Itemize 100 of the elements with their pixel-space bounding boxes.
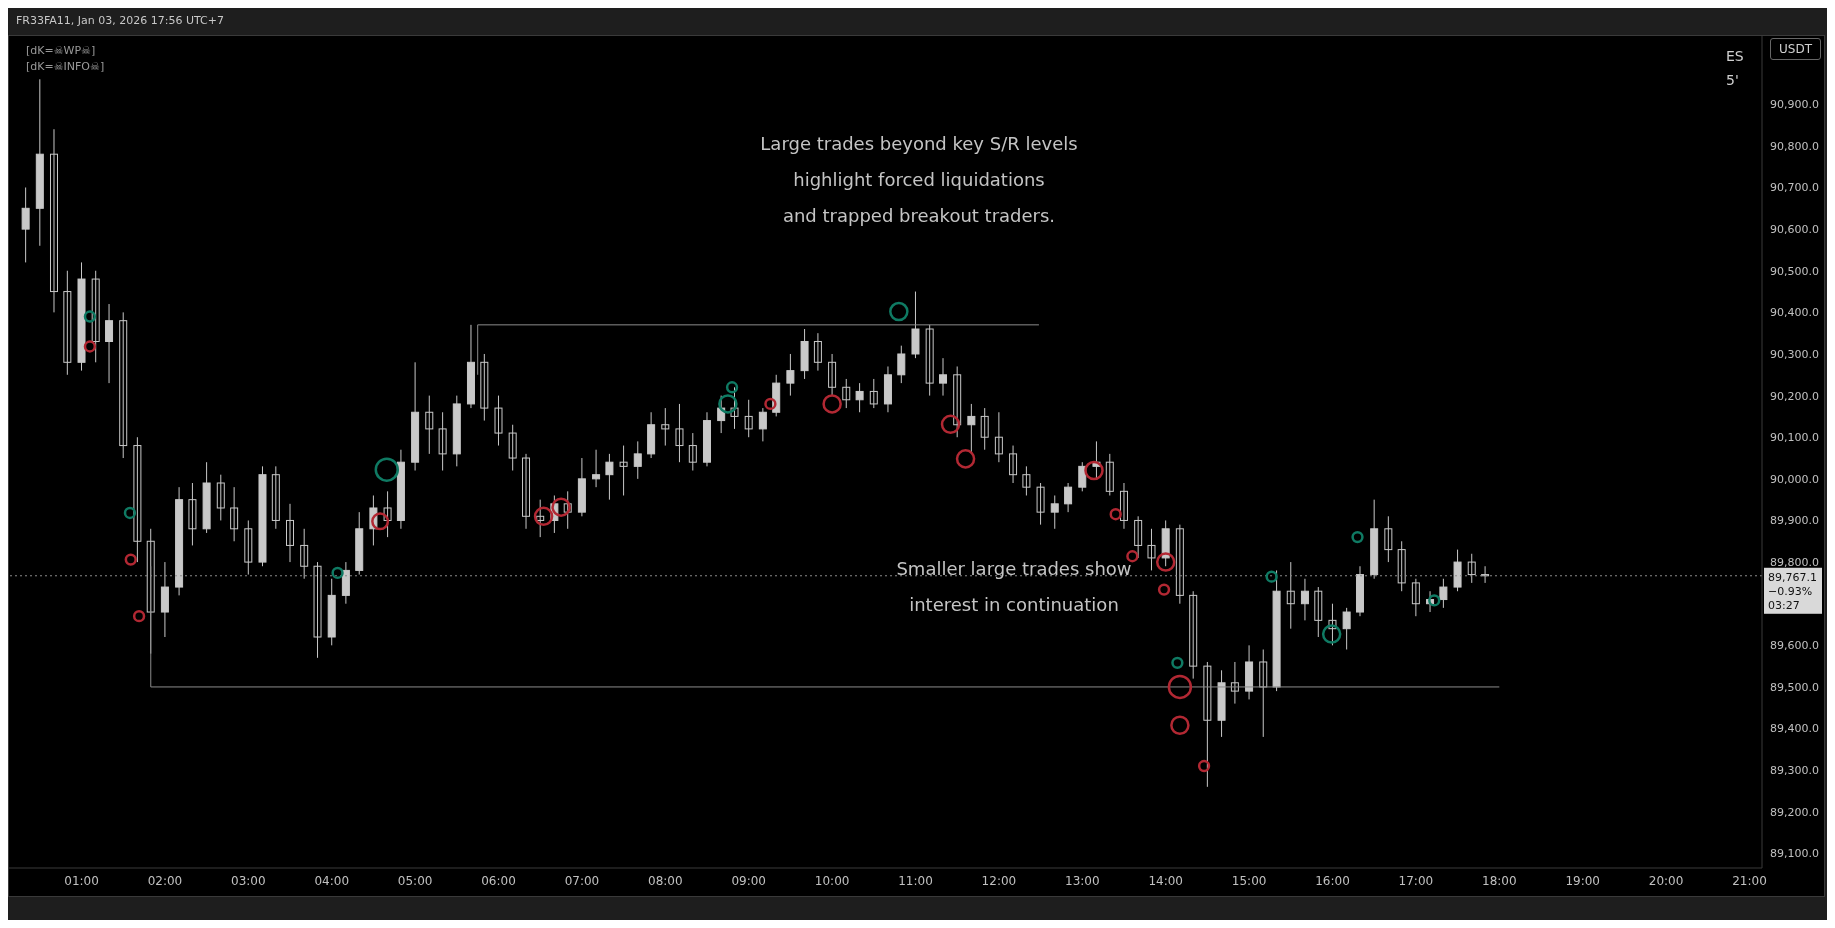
candlestick xyxy=(786,353,795,397)
candlestick xyxy=(1022,465,1031,496)
y-tick-label: 89,100.0 xyxy=(1770,847,1819,861)
x-tick-label: 03:00 xyxy=(231,873,266,888)
candlestick xyxy=(300,528,309,580)
x-tick-label: 07:00 xyxy=(564,873,600,888)
candlestick xyxy=(480,353,489,422)
candlestick xyxy=(522,453,531,530)
candlestick xyxy=(1147,528,1156,571)
candlestick xyxy=(286,503,295,563)
y-tick-label: 90,600.0 xyxy=(1770,223,1819,237)
y-tick-label: 90,800.0 xyxy=(1770,139,1819,153)
candlestick xyxy=(1134,515,1143,559)
candlestick xyxy=(1300,578,1309,621)
candlestick xyxy=(563,490,572,530)
annotation: Smaller large trades show interest in continuation xyxy=(896,557,1132,617)
candlestick xyxy=(953,365,962,438)
x-tick-label: 05:00 xyxy=(397,873,433,888)
candlestick xyxy=(244,519,253,576)
candlestick xyxy=(939,357,947,397)
candlestick xyxy=(1397,540,1406,592)
candlestick xyxy=(1036,482,1045,526)
x-tick-label: 20:00 xyxy=(1648,873,1684,888)
candlestick xyxy=(730,386,739,430)
y-tick-label: 90,900.0 xyxy=(1770,98,1819,112)
candlestick xyxy=(675,403,684,463)
candlestick xyxy=(605,453,614,501)
y-tick-label: 90,400.0 xyxy=(1770,306,1819,320)
ref-line-label: 89,767.1 −0.93% 03:27 xyxy=(1768,570,1817,612)
candlestick xyxy=(980,407,989,451)
x-tick-label: 01:00 xyxy=(64,873,99,888)
x-tick-label: 09:00 xyxy=(731,873,767,888)
y-tick-label: 89,200.0 xyxy=(1770,805,1819,819)
annotation: [dK=☠INFO☠] xyxy=(26,60,105,73)
annotation: [dK=☠WP☠] xyxy=(26,44,96,57)
candlestick xyxy=(1439,578,1448,609)
candlestick xyxy=(1064,482,1073,513)
candlestick xyxy=(1119,482,1128,530)
candlestick xyxy=(828,353,837,397)
text: FR33FA11, Jan 03, 2026 17:56 UTC+7 xyxy=(16,14,224,27)
candlestick xyxy=(661,407,670,447)
candlestick xyxy=(1189,590,1198,680)
candlestick xyxy=(1050,494,1059,530)
candlestick xyxy=(869,378,878,409)
x-tick-label: 18:00 xyxy=(1482,873,1517,888)
x-tick-label: 14:00 xyxy=(1148,873,1184,888)
y-tick-label: 90,500.0 xyxy=(1770,264,1819,278)
x-tick-label: 15:00 xyxy=(1231,873,1267,888)
candlestick xyxy=(855,382,864,413)
candlestick xyxy=(271,465,280,530)
x-tick-label: 13:00 xyxy=(1065,873,1100,888)
annotation: ES xyxy=(1726,48,1744,64)
candlestick xyxy=(494,395,503,447)
candlestick xyxy=(1314,586,1323,638)
y-tick-label: 89,900.0 xyxy=(1770,514,1819,528)
candlestick xyxy=(313,561,322,659)
candlestick xyxy=(425,395,434,455)
y-tick-label: 90,100.0 xyxy=(1770,431,1819,445)
y-tick-label: 90,700.0 xyxy=(1770,181,1819,195)
x-tick-label: 21:00 xyxy=(1732,873,1767,888)
candlestick xyxy=(1342,607,1351,650)
candlestick xyxy=(119,311,128,459)
x-tick-label: 08:00 xyxy=(648,873,683,888)
candlestick xyxy=(188,482,197,546)
text: USDT xyxy=(1770,38,1821,60)
candlestick xyxy=(105,303,114,384)
candlestick xyxy=(1411,578,1420,617)
candlestick xyxy=(744,399,753,438)
x-tick-label: 12:00 xyxy=(981,873,1017,888)
x-tick-label: 16:00 xyxy=(1315,873,1350,888)
candlestick xyxy=(1467,553,1476,584)
x-tick-label: 11:00 xyxy=(898,873,933,888)
candlestick xyxy=(230,486,239,542)
candlestick xyxy=(21,187,30,263)
x-tick-label: 06:00 xyxy=(481,873,516,888)
candlestick xyxy=(438,411,447,472)
candlestick xyxy=(63,270,72,376)
candlestick xyxy=(592,449,601,488)
candlestick xyxy=(633,440,642,480)
candlestick xyxy=(619,445,628,496)
candlestick xyxy=(49,128,58,313)
x-tick-label: 04:00 xyxy=(314,873,350,888)
candlestick xyxy=(1105,453,1114,496)
candlestick xyxy=(688,432,697,472)
candlestick xyxy=(1203,661,1212,788)
y-tick-label: 89,300.0 xyxy=(1770,764,1819,778)
y-tick-label: 90,000.0 xyxy=(1770,472,1819,486)
y-tick-label: 89,500.0 xyxy=(1770,680,1819,694)
candlestick xyxy=(758,407,767,442)
x-tick-label: 10:00 xyxy=(814,873,850,888)
y-tick-label: 90,300.0 xyxy=(1770,347,1819,361)
candlestick xyxy=(1384,515,1393,563)
annotation: 5' xyxy=(1726,72,1739,88)
candlestick xyxy=(897,345,906,384)
candlestick xyxy=(1009,445,1018,484)
candlestick xyxy=(925,324,934,397)
candlestick xyxy=(1286,561,1295,630)
candlestick xyxy=(813,332,822,372)
candlestick xyxy=(1259,648,1268,738)
y-tick-label: 89,600.0 xyxy=(1770,639,1819,653)
